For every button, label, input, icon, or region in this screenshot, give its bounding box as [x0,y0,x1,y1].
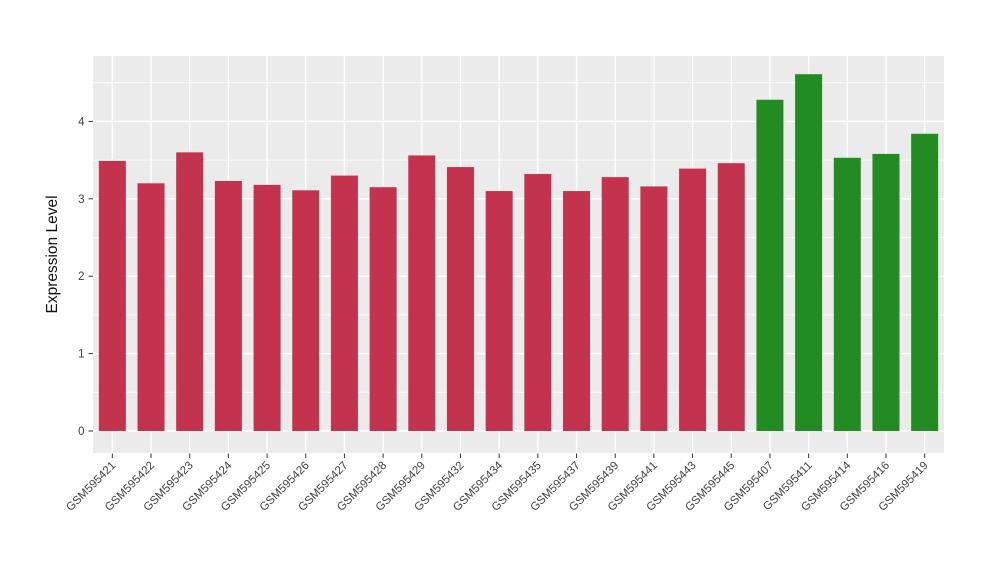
bar-GSM595422 [137,183,165,431]
bar-GSM595427 [330,175,358,431]
bar-GSM595421 [98,160,126,431]
bar-GSM595414 [833,157,861,431]
bar-GSM595411 [795,74,823,431]
y-tick-label: 1 [78,349,84,361]
bar-GSM595443 [679,168,707,431]
bar-GSM595437 [563,191,591,431]
y-tick-label: 4 [78,116,85,128]
y-axis-title: Expression Level [44,195,61,313]
bar-GSM595416 [872,153,900,431]
bar-GSM595434 [485,191,513,431]
bar-GSM595435 [524,174,552,432]
bar-GSM595419 [911,133,939,431]
y-tick-label: 2 [78,271,84,283]
bar-GSM595425 [253,184,281,431]
bar-GSM595441 [640,186,668,431]
bar-GSM595407 [756,99,784,431]
bar-GSM595424 [214,180,242,431]
bar-GSM595429 [408,155,436,431]
bar-GSM595426 [292,190,320,431]
bar-GSM595432 [446,167,474,432]
bar-GSM595439 [601,177,629,431]
bar-GSM595423 [176,152,204,432]
y-tick-label: 0 [78,426,84,438]
bar-GSM595445 [717,163,745,432]
y-tick-label: 3 [78,194,84,206]
bar-GSM595428 [369,187,397,431]
